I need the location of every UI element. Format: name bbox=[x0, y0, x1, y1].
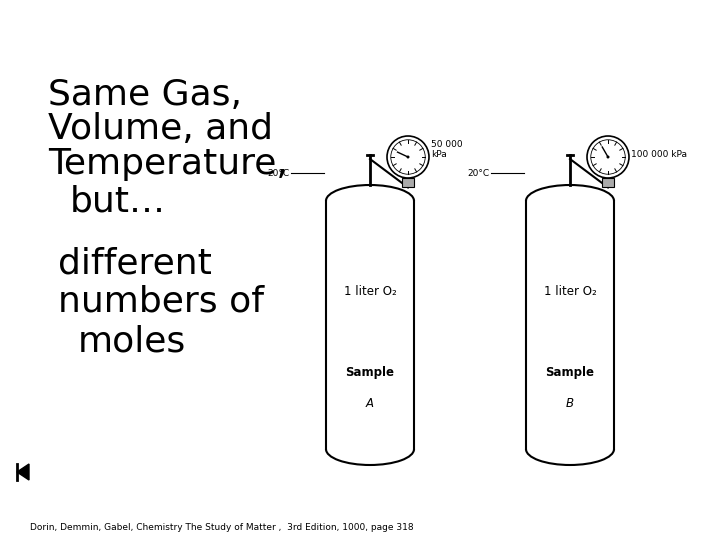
Text: 1 liter O₂: 1 liter O₂ bbox=[343, 285, 397, 298]
Text: Temperature,: Temperature, bbox=[48, 147, 288, 181]
Text: Sample: Sample bbox=[546, 366, 595, 379]
Text: 1 liter O₂: 1 liter O₂ bbox=[544, 285, 596, 298]
Circle shape bbox=[587, 136, 629, 178]
Text: B: B bbox=[566, 397, 574, 410]
FancyBboxPatch shape bbox=[602, 178, 613, 187]
Circle shape bbox=[606, 156, 610, 159]
Polygon shape bbox=[526, 185, 614, 465]
Text: Same Gas,: Same Gas, bbox=[48, 78, 242, 112]
Circle shape bbox=[387, 136, 429, 178]
Circle shape bbox=[391, 140, 426, 174]
Text: 20°C: 20°C bbox=[467, 168, 489, 178]
Text: 100 000 kPa: 100 000 kPa bbox=[631, 151, 687, 159]
Text: Dorin, Demmin, Gabel, Chemistry The Study of Matter ,  3rd Edition, 1000, page 3: Dorin, Demmin, Gabel, Chemistry The Stud… bbox=[30, 523, 413, 532]
Text: but…: but… bbox=[70, 185, 166, 219]
Text: kPa: kPa bbox=[431, 150, 446, 159]
Text: Volume, and: Volume, and bbox=[48, 112, 273, 146]
Text: Sample: Sample bbox=[346, 366, 395, 379]
Text: 20°C: 20°C bbox=[267, 168, 289, 178]
Text: 50 000: 50 000 bbox=[431, 140, 463, 149]
Polygon shape bbox=[326, 185, 414, 465]
Circle shape bbox=[591, 140, 625, 174]
Text: different: different bbox=[58, 247, 212, 281]
Circle shape bbox=[407, 156, 410, 159]
FancyBboxPatch shape bbox=[402, 178, 414, 187]
Polygon shape bbox=[17, 464, 29, 480]
Text: numbers of: numbers of bbox=[58, 285, 264, 319]
Text: A: A bbox=[366, 397, 374, 410]
Text: moles: moles bbox=[78, 325, 186, 359]
